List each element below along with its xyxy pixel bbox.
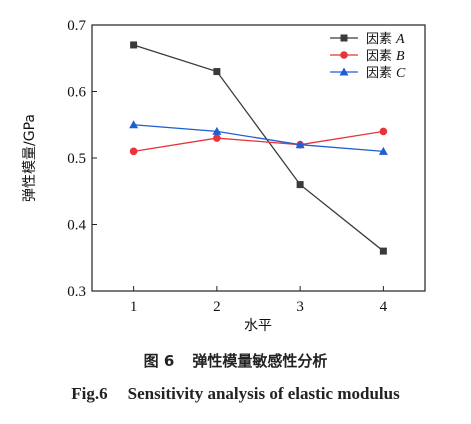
data-point-c — [295, 140, 305, 149]
legend: 因素 A 因素 B 因素 C — [330, 32, 406, 81]
caption-en-text: Sensitivity analysis of elastic modulus — [127, 384, 400, 403]
data-point-a — [379, 247, 387, 255]
y-axis-title: 弹性模量/GPa — [22, 114, 38, 202]
caption-cn-label: 图 6 — [143, 352, 175, 370]
plot-frame — [91, 24, 426, 292]
data-point-a — [130, 41, 138, 49]
legend-item-factor-b: 因素 B — [330, 49, 405, 64]
legend-label-c: 因素 C — [366, 66, 406, 81]
data-point-b — [213, 134, 221, 142]
data-point-c — [129, 120, 139, 129]
series-layer — [129, 41, 388, 255]
data-point-a — [296, 181, 304, 189]
caption-english: Fig.6 Sensitivity analysis of elastic mod… — [0, 384, 471, 404]
caption-en-label: Fig.6 — [71, 384, 108, 403]
y-tick-label: 0.6 — [67, 85, 86, 101]
y-tick-label: 0.7 — [67, 18, 86, 34]
legend-item-factor-a: 因素 A — [330, 32, 405, 47]
caption-cn-text: 弹性模量敏感性分析 — [192, 352, 328, 370]
data-point-c — [378, 146, 388, 155]
series-line-b — [133, 130, 384, 152]
x-tick-label: 4 — [380, 299, 388, 315]
legend-marker-c — [339, 67, 349, 76]
series-factor-c — [129, 120, 388, 155]
series-factor-b — [129, 127, 388, 156]
legend-marker-b — [340, 51, 348, 59]
x-axis-ticks: 1 2 3 4 — [130, 286, 388, 315]
caption-chinese: 图 6 弹性模量敏感性分析 — [0, 350, 471, 371]
data-point-a — [213, 68, 221, 76]
series-line-a — [133, 44, 384, 252]
data-point-b — [379, 127, 388, 136]
data-point-c — [212, 126, 222, 135]
legend-label-b: 因素 B — [366, 49, 405, 64]
x-tick-label: 3 — [296, 299, 304, 315]
y-tick-label: 0.4 — [67, 218, 86, 234]
series-factor-a — [130, 41, 387, 255]
line-chart: 0.3 0.4 0.5 0.6 0.7 1 2 3 4 因素 A 因素 B 因素 C 水平 弹性模量/G… — [22, 18, 426, 334]
data-point-b — [129, 147, 138, 156]
x-tick-label: 2 — [213, 299, 221, 315]
legend-label-a: 因素 A — [366, 32, 405, 47]
y-tick-label: 0.3 — [67, 284, 86, 300]
x-tick-label: 1 — [130, 299, 138, 315]
y-axis-ticks: 0.3 0.4 0.5 0.6 0.7 — [67, 18, 97, 300]
y-tick-label: 0.5 — [67, 151, 86, 167]
series-line-c — [133, 124, 384, 152]
legend-item-factor-c: 因素 C — [330, 66, 406, 81]
x-axis-title: 水平 — [244, 318, 272, 334]
legend-marker-a — [340, 34, 348, 42]
